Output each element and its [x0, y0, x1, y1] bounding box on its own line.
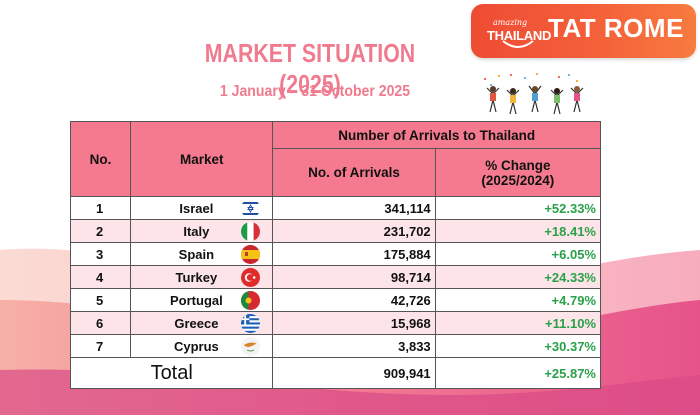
page-title: MARKET SITUATION (2025) — [204, 38, 416, 99]
market-name: Portugal — [170, 292, 223, 308]
row-market: Cyprus — [130, 334, 274, 358]
header-market: Market — [130, 121, 274, 197]
row-number: 7 — [69, 334, 132, 358]
row-arrivals: 341,114 — [272, 196, 436, 220]
row-market: Greece — [130, 311, 274, 335]
spain-flag-icon — [241, 244, 261, 264]
table-row: 5 Portugal 42,726 +4.79% — [69, 288, 602, 312]
header-arrivals-group: Number of Arrivals to Thailand — [272, 120, 601, 150]
row-change: +52.33% — [434, 196, 602, 220]
row-market: Italy — [130, 219, 274, 243]
row-arrivals: 175,884 — [272, 242, 436, 266]
header-no-of-arrivals: No. of Arrivals — [272, 148, 436, 197]
tat-rome-logo: amazing THAILAND TAT ROME — [471, 4, 696, 58]
row-arrivals: 3,833 — [272, 334, 436, 358]
row-change: +4.79% — [434, 288, 602, 312]
row-number: 2 — [69, 219, 132, 243]
row-change: +11.10% — [434, 311, 602, 335]
row-arrivals: 42,726 — [272, 288, 436, 312]
office-name: TAT ROME — [548, 13, 684, 43]
market-name: Greece — [174, 315, 219, 331]
row-change: +18.41% — [434, 219, 602, 243]
header-no: No. — [69, 121, 132, 197]
table-row: 3 Spain 175,884 +6.05% — [69, 242, 602, 266]
table-row: 6 Greece 15,968 +11.10% — [69, 311, 602, 335]
row-market: Turkey — [130, 265, 274, 289]
row-number: 5 — [69, 288, 132, 312]
total-row: Total 909,941 +25.87% — [69, 357, 602, 389]
total-arrivals: 909,941 — [272, 357, 436, 389]
date-range: 1 January – 31 October 2025 — [219, 83, 411, 100]
portugal-flag-icon — [241, 290, 261, 310]
market-name: Spain — [178, 246, 215, 262]
market-name: Turkey — [175, 269, 218, 285]
row-arrivals: 98,714 — [272, 265, 436, 289]
cyprus-flag-icon — [241, 336, 261, 356]
market-name: Cyprus — [173, 338, 219, 354]
table-row: 4 Turkey 98,714 +24.33% — [69, 265, 602, 289]
market-name: Italy — [183, 223, 210, 239]
logo-brand-text: THAILAND — [487, 28, 552, 43]
turkey-flag-icon — [241, 267, 261, 287]
table-row: 2 Italy 231,702 +18.41% — [69, 219, 602, 243]
row-number: 1 — [69, 196, 132, 220]
smile-curve-icon — [502, 40, 534, 48]
row-market: Spain — [130, 242, 274, 266]
row-arrivals: 15,968 — [272, 311, 436, 335]
row-number: 6 — [69, 311, 132, 335]
row-number: 4 — [69, 265, 132, 289]
italy-flag-icon — [241, 221, 261, 241]
greece-flag-icon — [241, 313, 261, 333]
row-change: +24.33% — [434, 265, 602, 289]
market-name: Israel — [179, 200, 214, 216]
table-row: 1 Israel 341,114 +52.33% — [69, 196, 602, 220]
row-arrivals: 231,702 — [272, 219, 436, 243]
logo-small-text: amazing — [493, 18, 528, 27]
total-label: Total — [69, 357, 274, 389]
amazing-thailand-logo: amazing THAILAND — [479, 12, 551, 50]
arrivals-table: No. Market Number of Arrivals to Thailan… — [69, 120, 602, 389]
israel-flag-icon — [241, 198, 261, 218]
row-change: +30.37% — [434, 334, 602, 358]
celebrating-people-illustration — [484, 73, 584, 115]
row-market: Portugal — [130, 288, 274, 312]
table-row: 7 Cyprus 3,833 +30.37% — [69, 334, 602, 358]
total-change: +25.87% — [434, 357, 602, 389]
row-change: +6.05% — [434, 242, 602, 266]
header-percent-change-label: % Change (2025/2024) — [481, 157, 555, 188]
header-percent-change: % Change (2025/2024) — [434, 148, 602, 197]
row-number: 3 — [69, 242, 132, 266]
row-market: Israel — [130, 196, 274, 220]
